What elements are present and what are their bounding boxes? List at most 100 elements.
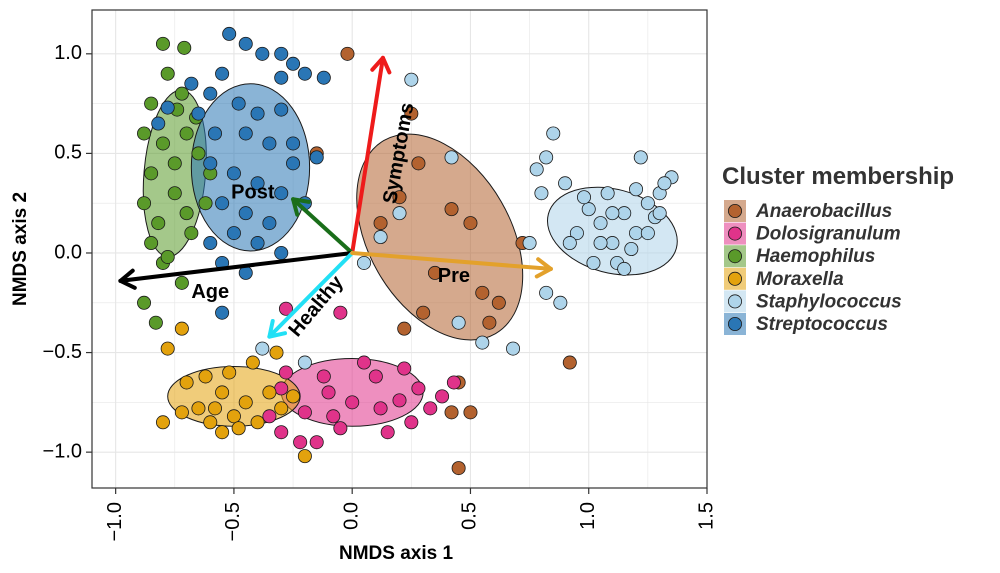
point-streptococcus xyxy=(238,126,253,141)
point-dolosigranulum xyxy=(333,305,348,320)
point-anaerobacillus xyxy=(463,216,478,231)
legend-label-dolosigranulum: Dolosigranulum xyxy=(756,224,901,245)
point-anaerobacillus xyxy=(482,315,497,330)
point-streptococcus xyxy=(309,150,324,165)
point-dolosigranulum xyxy=(380,425,395,440)
point-staphylococcus xyxy=(605,206,620,221)
point-streptococcus xyxy=(215,305,230,320)
point-staphylococcus xyxy=(255,341,270,356)
point-haemophilus xyxy=(179,206,194,221)
point-dolosigranulum xyxy=(392,393,407,408)
point-moraxella xyxy=(226,409,241,424)
point-moraxella xyxy=(222,365,237,380)
x-tick-label: 0.5 xyxy=(459,502,481,530)
point-dolosigranulum xyxy=(274,425,289,440)
arrow-healthy xyxy=(267,250,355,339)
point-dolosigranulum xyxy=(397,361,412,376)
point-streptococcus xyxy=(203,156,218,171)
legend: Cluster membership AnaerobacillusDolosig… xyxy=(722,163,954,335)
point-staphylococcus xyxy=(640,196,655,211)
arrow-age xyxy=(118,250,355,283)
y-tick-label: 0.0 xyxy=(54,241,82,263)
point-anaerobacillus xyxy=(373,216,388,231)
point-streptococcus xyxy=(238,36,253,51)
point-anaerobacillus xyxy=(404,106,419,121)
point-staphylococcus xyxy=(593,216,608,231)
point-streptococcus xyxy=(274,70,289,85)
arrowhead-age xyxy=(118,268,137,290)
legend-label-anaerobacillus: Anaerobacillus xyxy=(755,201,892,222)
point-dolosigranulum xyxy=(278,365,293,380)
arrowhead-healthy xyxy=(267,318,288,339)
point-dolosigranulum xyxy=(326,409,341,424)
point-moraxella xyxy=(245,355,260,370)
legend-marker-streptococcus xyxy=(728,316,743,331)
point-moraxella xyxy=(203,415,218,430)
y-tick-label: −0.5 xyxy=(43,341,82,363)
point-dolosigranulum xyxy=(321,385,336,400)
point-streptococcus xyxy=(238,206,253,221)
point-anaerobacillus xyxy=(340,46,355,61)
point-haemophilus xyxy=(174,86,189,101)
point-dolosigranulum xyxy=(274,381,289,396)
point-moraxella xyxy=(174,405,189,420)
legend-marker-dolosigranulum xyxy=(728,226,743,241)
point-moraxella xyxy=(191,401,206,416)
point-haemophilus xyxy=(148,315,163,330)
point-staphylococcus xyxy=(586,255,601,270)
point-anaerobacillus xyxy=(475,285,490,300)
point-staphylococcus xyxy=(605,236,620,251)
point-dolosigranulum xyxy=(423,401,438,416)
point-staphylococcus xyxy=(640,226,655,241)
point-streptococcus xyxy=(286,156,301,171)
point-dolosigranulum xyxy=(373,401,388,416)
arrow-label-post: Post xyxy=(231,182,275,204)
x-tick-label: 1.5 xyxy=(695,502,717,530)
point-staphylococcus xyxy=(562,236,577,251)
point-haemophilus xyxy=(144,166,159,181)
legend-label-haemophilus: Haemophilus xyxy=(756,246,875,267)
point-anaerobacillus xyxy=(491,295,506,310)
point-staphylococcus xyxy=(600,186,615,201)
point-staphylococcus xyxy=(624,241,639,256)
point-streptococcus xyxy=(207,126,222,141)
point-anaerobacillus xyxy=(444,405,459,420)
point-streptococcus xyxy=(297,66,312,81)
point-streptococcus xyxy=(274,186,289,201)
point-haemophilus xyxy=(174,275,189,290)
point-haemophilus xyxy=(137,295,152,310)
point-streptococcus xyxy=(203,236,218,251)
point-staphylococcus xyxy=(577,190,592,205)
point-moraxella xyxy=(215,385,230,400)
point-haemophilus xyxy=(179,126,194,141)
point-streptococcus xyxy=(203,86,218,101)
point-streptococcus xyxy=(316,70,331,85)
point-dolosigranulum xyxy=(357,355,372,370)
arrowhead-symptoms xyxy=(370,55,392,75)
point-streptococcus xyxy=(222,26,237,41)
arrow-symptoms xyxy=(350,55,385,255)
point-moraxella xyxy=(207,401,222,416)
point-streptococcus xyxy=(286,136,301,151)
point-streptococcus xyxy=(274,46,289,61)
point-dolosigranulum xyxy=(368,369,383,384)
legend-marker-anaerobacillus xyxy=(728,203,743,218)
point-streptococcus xyxy=(262,216,277,231)
point-streptococcus xyxy=(250,106,265,121)
point-anaerobacillus xyxy=(463,405,478,420)
legend-marker-haemophilus xyxy=(728,249,743,264)
legend-marker-moraxella xyxy=(728,271,743,286)
point-staphylococcus xyxy=(553,295,568,310)
point-dolosigranulum xyxy=(404,415,419,430)
point-haemophilus xyxy=(177,40,192,55)
point-streptococcus xyxy=(250,176,265,191)
point-staphylococcus xyxy=(629,226,644,241)
point-moraxella xyxy=(297,449,312,464)
point-streptococcus xyxy=(215,196,230,211)
point-moraxella xyxy=(250,415,265,430)
arrow-label-age: Age xyxy=(191,281,229,303)
point-dolosigranulum xyxy=(435,389,450,404)
point-staphylococcus xyxy=(522,236,537,251)
point-haemophilus xyxy=(198,196,213,211)
